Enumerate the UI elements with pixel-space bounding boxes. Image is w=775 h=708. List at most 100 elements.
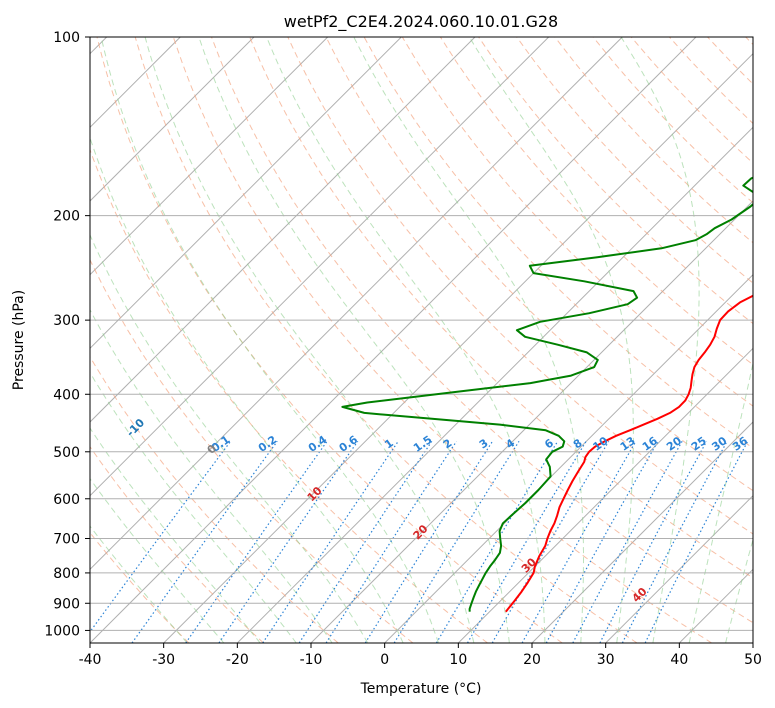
mixing-ratio-label: 30 <box>709 434 729 454</box>
isotherm-line <box>605 494 753 643</box>
profile-series <box>341 176 753 613</box>
y-tick-label: 200 <box>53 209 80 225</box>
mixing-ratio-line <box>491 440 610 643</box>
dry-adiabat-line <box>592 37 753 204</box>
y-tick-label: 700 <box>53 532 80 548</box>
moist-adiabat-line <box>90 427 261 643</box>
x-axis-label: Temperature (°C) <box>360 681 482 697</box>
isotherm-line <box>163 52 753 643</box>
moist-adiabat-line <box>198 37 510 643</box>
mixing-ratio-line <box>466 440 587 643</box>
mixing-ratio-line <box>218 440 359 643</box>
mixing-ratio-line <box>298 440 433 643</box>
isotherm-line <box>384 273 753 643</box>
dry-adiabat-line <box>90 258 414 643</box>
background-reference-lines <box>90 37 753 643</box>
y-tick-label: 1000 <box>44 623 80 639</box>
isotherm-line <box>310 200 753 643</box>
moist-adiabat-line <box>266 37 546 643</box>
x-tick-label: 50 <box>744 652 762 668</box>
dry-adiabat-line <box>439 37 753 366</box>
isotherm-line <box>90 37 550 497</box>
dry-adiabat-line <box>554 37 753 244</box>
mixing-ratio-line <box>90 440 232 633</box>
isotherm-line <box>678 568 753 643</box>
mixing-ratio-label: 8 <box>571 436 585 451</box>
dry-adiabat-line <box>287 37 753 535</box>
mixing-ratio-label: 16 <box>640 434 660 454</box>
dry-adiabat-line <box>134 37 638 643</box>
x-tick-label: 10 <box>449 652 467 668</box>
isotherm-line <box>236 126 753 643</box>
isotherm-line <box>90 37 329 276</box>
moist-adiabat-line <box>90 525 188 643</box>
dry-adiabat-line <box>249 37 753 579</box>
mixing-ratio-line <box>364 440 494 643</box>
dry-adiabat-label: -10 <box>124 416 147 439</box>
mixing-ratio-line <box>185 440 328 643</box>
isotherm-line <box>90 37 255 202</box>
isotherm-line <box>457 347 753 643</box>
y-tick-label: 500 <box>53 445 80 461</box>
moist-adiabat-line <box>620 37 700 643</box>
x-tick-label: 40 <box>670 652 688 668</box>
x-tick-label: 20 <box>523 652 541 668</box>
isotherm-line <box>531 421 753 643</box>
y-tick-label: 100 <box>53 30 80 46</box>
x-tick-label: -10 <box>300 652 323 668</box>
dry-adiabat-line <box>669 37 753 125</box>
x-tick-label: -40 <box>79 652 102 668</box>
isotherm-line <box>90 37 697 643</box>
dry-adiabat-line <box>516 37 753 284</box>
moist-adiabat-line <box>688 360 753 643</box>
moist-adiabat-line <box>90 308 333 643</box>
dry-adiabat-line <box>211 37 753 624</box>
isotherm-line <box>90 37 623 571</box>
mixing-ratio-label: 36 <box>730 434 750 454</box>
x-tick-label: 0 <box>380 652 389 668</box>
isotherm-line <box>90 37 402 350</box>
mixing-ratio-line <box>262 440 399 643</box>
mixing-ratio-line <box>621 441 728 643</box>
mixing-ratio-label: 2 <box>441 436 455 451</box>
dry-adiabat-label: 20 <box>411 522 431 542</box>
y-tick-label: 300 <box>53 313 80 329</box>
y-tick-label: 600 <box>53 492 80 508</box>
y-axis-ticks: 100 200 300 400 500 600 700 800 900 1000 <box>44 30 90 639</box>
mixing-ratio-label: 10 <box>590 434 610 454</box>
plot-frame <box>89 36 754 644</box>
mixing-ratio-label: 3 <box>477 436 491 451</box>
dry-adiabat-line <box>172 37 712 643</box>
dry-adiabat-line <box>325 37 753 492</box>
moist-adiabat-line <box>725 537 753 643</box>
mixing-ratio-label: 25 <box>689 434 709 453</box>
moist-adiabat-line <box>468 37 634 643</box>
isotherm-line <box>752 642 753 643</box>
dry-adiabat-line <box>707 37 753 85</box>
dry-adiabat-line <box>90 355 339 643</box>
moist-adiabat-line <box>100 37 439 643</box>
dewpoint-series-line <box>341 176 753 612</box>
mixing-ratio-label: 20 <box>664 434 684 454</box>
mixing-ratio-line <box>572 441 683 643</box>
moist-adiabat-line <box>144 37 475 643</box>
moist-adiabat-line <box>90 233 369 643</box>
isotherm-line <box>90 37 476 423</box>
mixing-ratio-label: 6 <box>542 436 556 451</box>
mixing-ratio-line <box>521 440 637 643</box>
mixing-ratio-line <box>435 440 559 643</box>
y-axis-label: Pressure (hPa) <box>11 290 27 390</box>
grid-lines <box>90 37 753 631</box>
dry-adiabat-line <box>90 445 264 643</box>
chart-title: wetPf2_C2E4.2024.060.10.01.G28 <box>284 12 558 32</box>
y-tick-label: 900 <box>53 596 80 612</box>
dry-adiabat-line <box>90 148 488 643</box>
y-tick-label: 800 <box>53 566 80 582</box>
mixing-ratio-line <box>393 440 520 643</box>
moist-adiabat-line <box>90 371 297 643</box>
mixing-ratio-line <box>325 440 458 643</box>
moist-adiabat-line <box>90 477 225 643</box>
x-tick-label: -30 <box>152 652 175 668</box>
temperature-series-line <box>505 294 753 613</box>
